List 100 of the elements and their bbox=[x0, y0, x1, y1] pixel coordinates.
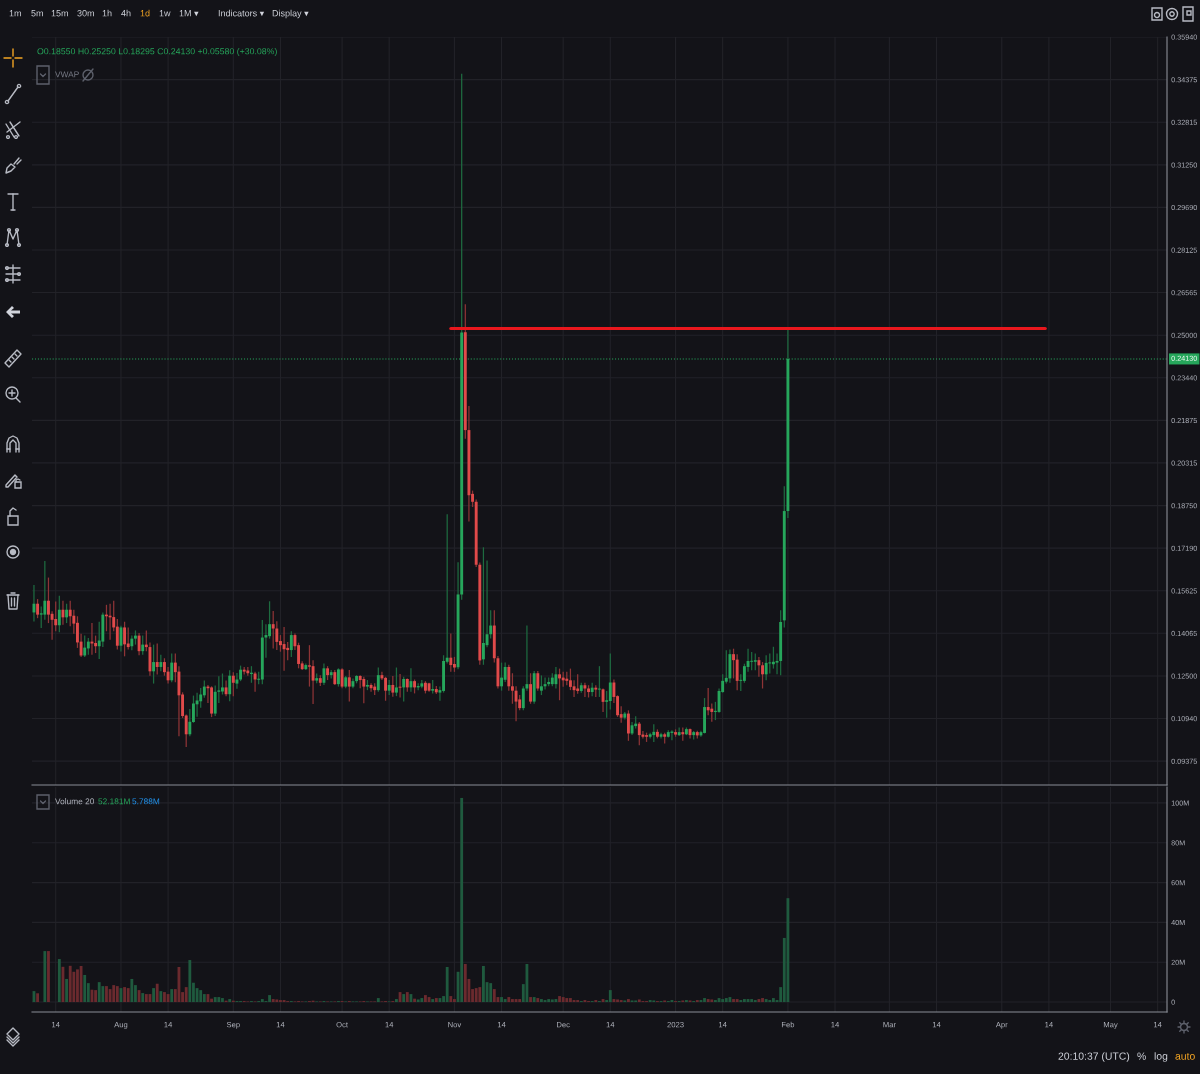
bar bbox=[743, 999, 746, 1003]
bar bbox=[500, 997, 503, 1003]
text: Indicators ▾ bbox=[218, 9, 265, 17]
bar bbox=[416, 999, 420, 1003]
bar bbox=[757, 999, 761, 1003]
bar bbox=[199, 990, 203, 1003]
candlestick bbox=[539, 674, 543, 696]
candlestick bbox=[36, 598, 40, 619]
bar bbox=[518, 999, 522, 1003]
bar bbox=[489, 983, 493, 1003]
candlestick bbox=[394, 666, 398, 697]
bar bbox=[65, 978, 68, 1003]
bar bbox=[94, 990, 97, 1003]
candlestick bbox=[554, 666, 558, 690]
bar bbox=[463, 964, 467, 1003]
bar bbox=[68, 965, 72, 1003]
bar bbox=[213, 997, 217, 1003]
bar bbox=[155, 983, 159, 1003]
candlestick bbox=[282, 626, 286, 672]
candlestick bbox=[231, 671, 235, 697]
bar bbox=[449, 996, 453, 1003]
bar bbox=[565, 998, 569, 1003]
text: 4h bbox=[121, 9, 131, 17]
candlestick bbox=[507, 664, 511, 692]
bar bbox=[536, 998, 540, 1003]
candlestick bbox=[735, 653, 739, 691]
bar bbox=[221, 998, 224, 1003]
bar bbox=[163, 992, 166, 1003]
bar bbox=[445, 967, 449, 1003]
candlestick bbox=[253, 671, 257, 693]
candlestick bbox=[39, 605, 43, 629]
bar bbox=[569, 998, 572, 1003]
bar bbox=[130, 978, 134, 1003]
bar bbox=[482, 966, 485, 1003]
bar bbox=[115, 986, 119, 1003]
candlestick bbox=[271, 610, 275, 650]
candlestick bbox=[365, 679, 369, 691]
bar bbox=[761, 998, 764, 1003]
candlestick bbox=[583, 682, 587, 698]
candlestick bbox=[761, 661, 764, 690]
candlestick bbox=[645, 732, 648, 743]
bar bbox=[275, 999, 279, 1003]
candlestick bbox=[608, 652, 612, 711]
bar bbox=[184, 987, 188, 1003]
text: 1h bbox=[102, 9, 112, 17]
bar bbox=[735, 999, 739, 1003]
candlestick bbox=[221, 672, 224, 696]
bar bbox=[210, 998, 213, 1003]
candlestick bbox=[514, 685, 518, 722]
bar bbox=[217, 997, 221, 1003]
candlestick bbox=[340, 667, 344, 689]
bar bbox=[112, 985, 116, 1003]
annotation: 52.181M bbox=[98, 798, 130, 805]
candlestick bbox=[355, 674, 359, 684]
candlestick bbox=[587, 684, 590, 699]
bar bbox=[627, 999, 630, 1003]
bar bbox=[532, 997, 536, 1003]
candlestick bbox=[391, 675, 395, 698]
bar bbox=[105, 986, 108, 1003]
bar bbox=[550, 999, 554, 1003]
text: % bbox=[1137, 1052, 1146, 1060]
candlestick bbox=[500, 661, 504, 692]
candlestick bbox=[170, 652, 174, 683]
bar bbox=[83, 974, 87, 1003]
bar bbox=[101, 986, 105, 1003]
candlestick bbox=[558, 667, 561, 701]
text: 5m bbox=[31, 10, 43, 17]
bar bbox=[152, 988, 155, 1003]
candlestick bbox=[398, 673, 402, 699]
text: 1M ▾ bbox=[179, 10, 199, 17]
text: 1d bbox=[140, 9, 150, 17]
candlestick bbox=[362, 676, 366, 704]
bar bbox=[424, 995, 427, 1003]
bar bbox=[706, 999, 710, 1003]
text: Display ▾ bbox=[272, 9, 309, 19]
candlestick bbox=[674, 728, 677, 738]
candlestick bbox=[137, 632, 141, 656]
bar bbox=[492, 989, 496, 1003]
candlestick bbox=[703, 697, 706, 735]
annotation: VWAP bbox=[55, 71, 79, 78]
candlestick bbox=[65, 603, 69, 624]
bar bbox=[558, 996, 561, 1003]
candlestick bbox=[123, 621, 127, 657]
candlestick bbox=[188, 708, 192, 737]
bar bbox=[721, 999, 725, 1003]
text: 1w bbox=[159, 10, 171, 17]
bar bbox=[47, 951, 50, 1003]
annotation: Volume 20 bbox=[55, 798, 95, 805]
annotation: 5.788M bbox=[132, 798, 160, 805]
bar bbox=[529, 997, 532, 1003]
bar bbox=[97, 982, 101, 1003]
bar bbox=[188, 960, 192, 1003]
bar bbox=[616, 999, 619, 1003]
text: 15m bbox=[51, 10, 68, 17]
bar bbox=[76, 969, 79, 1003]
candlestick bbox=[152, 643, 156, 685]
bar bbox=[561, 997, 565, 1003]
bar bbox=[772, 998, 775, 1003]
bar bbox=[608, 990, 612, 1003]
candlestick bbox=[409, 667, 413, 693]
